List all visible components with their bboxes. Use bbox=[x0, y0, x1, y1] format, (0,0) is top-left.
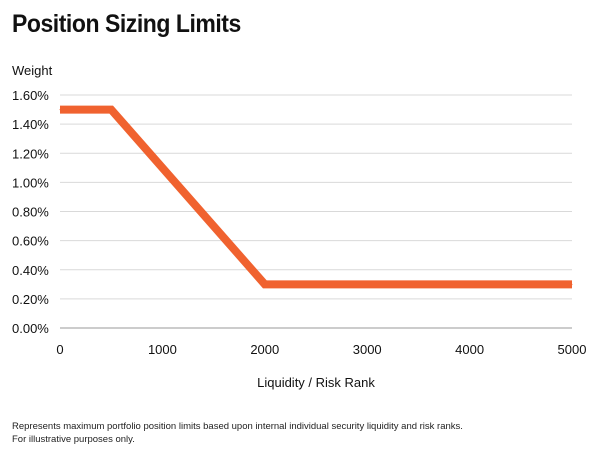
y-tick-label: 0.00% bbox=[12, 321, 49, 336]
y-tick-label: 0.20% bbox=[12, 292, 49, 307]
y-tick-label: 0.40% bbox=[12, 263, 49, 278]
y-tick-label: 0.80% bbox=[12, 205, 49, 220]
series-layer bbox=[59, 105, 573, 289]
x-tick-label: 1000 bbox=[148, 342, 177, 357]
x-axis-label: Liquidity / Risk Rank bbox=[257, 375, 375, 390]
x-tick-labels: 0 1000 2000 3000 4000 5000 bbox=[56, 342, 586, 357]
y-tick-label: 0.60% bbox=[12, 234, 49, 249]
footnote-line-2: For illustrative purposes only. bbox=[12, 434, 135, 445]
data-point bbox=[59, 109, 61, 111]
y-tick-label: 1.40% bbox=[12, 117, 49, 132]
data-point bbox=[110, 109, 112, 111]
gridlines bbox=[60, 94, 572, 329]
y-tick-label: 1.00% bbox=[12, 175, 49, 190]
x-tick-label: 5000 bbox=[558, 342, 587, 357]
x-tick-label: 0 bbox=[56, 342, 63, 357]
chart-title: Position Sizing Limits bbox=[12, 10, 241, 38]
y-tick-label: 1.20% bbox=[12, 146, 49, 161]
y-axis-label: Weight bbox=[12, 63, 53, 78]
footnote: Represents maximum portfolio position li… bbox=[12, 420, 463, 446]
x-tick-label: 3000 bbox=[353, 342, 382, 357]
data-point bbox=[264, 283, 266, 285]
y-tick-labels: 0.00% 0.20% 0.40% 0.60% 0.80% 1.00% 1.20% 1.40%… bbox=[12, 88, 49, 336]
y-tick-label: 1.60% bbox=[12, 88, 49, 103]
x-tick-label: 4000 bbox=[455, 342, 484, 357]
data-point bbox=[571, 283, 573, 285]
x-tick-label: 2000 bbox=[250, 342, 279, 357]
footnote-line-1: Represents maximum portfolio position li… bbox=[12, 421, 463, 432]
series-line bbox=[60, 105, 572, 289]
